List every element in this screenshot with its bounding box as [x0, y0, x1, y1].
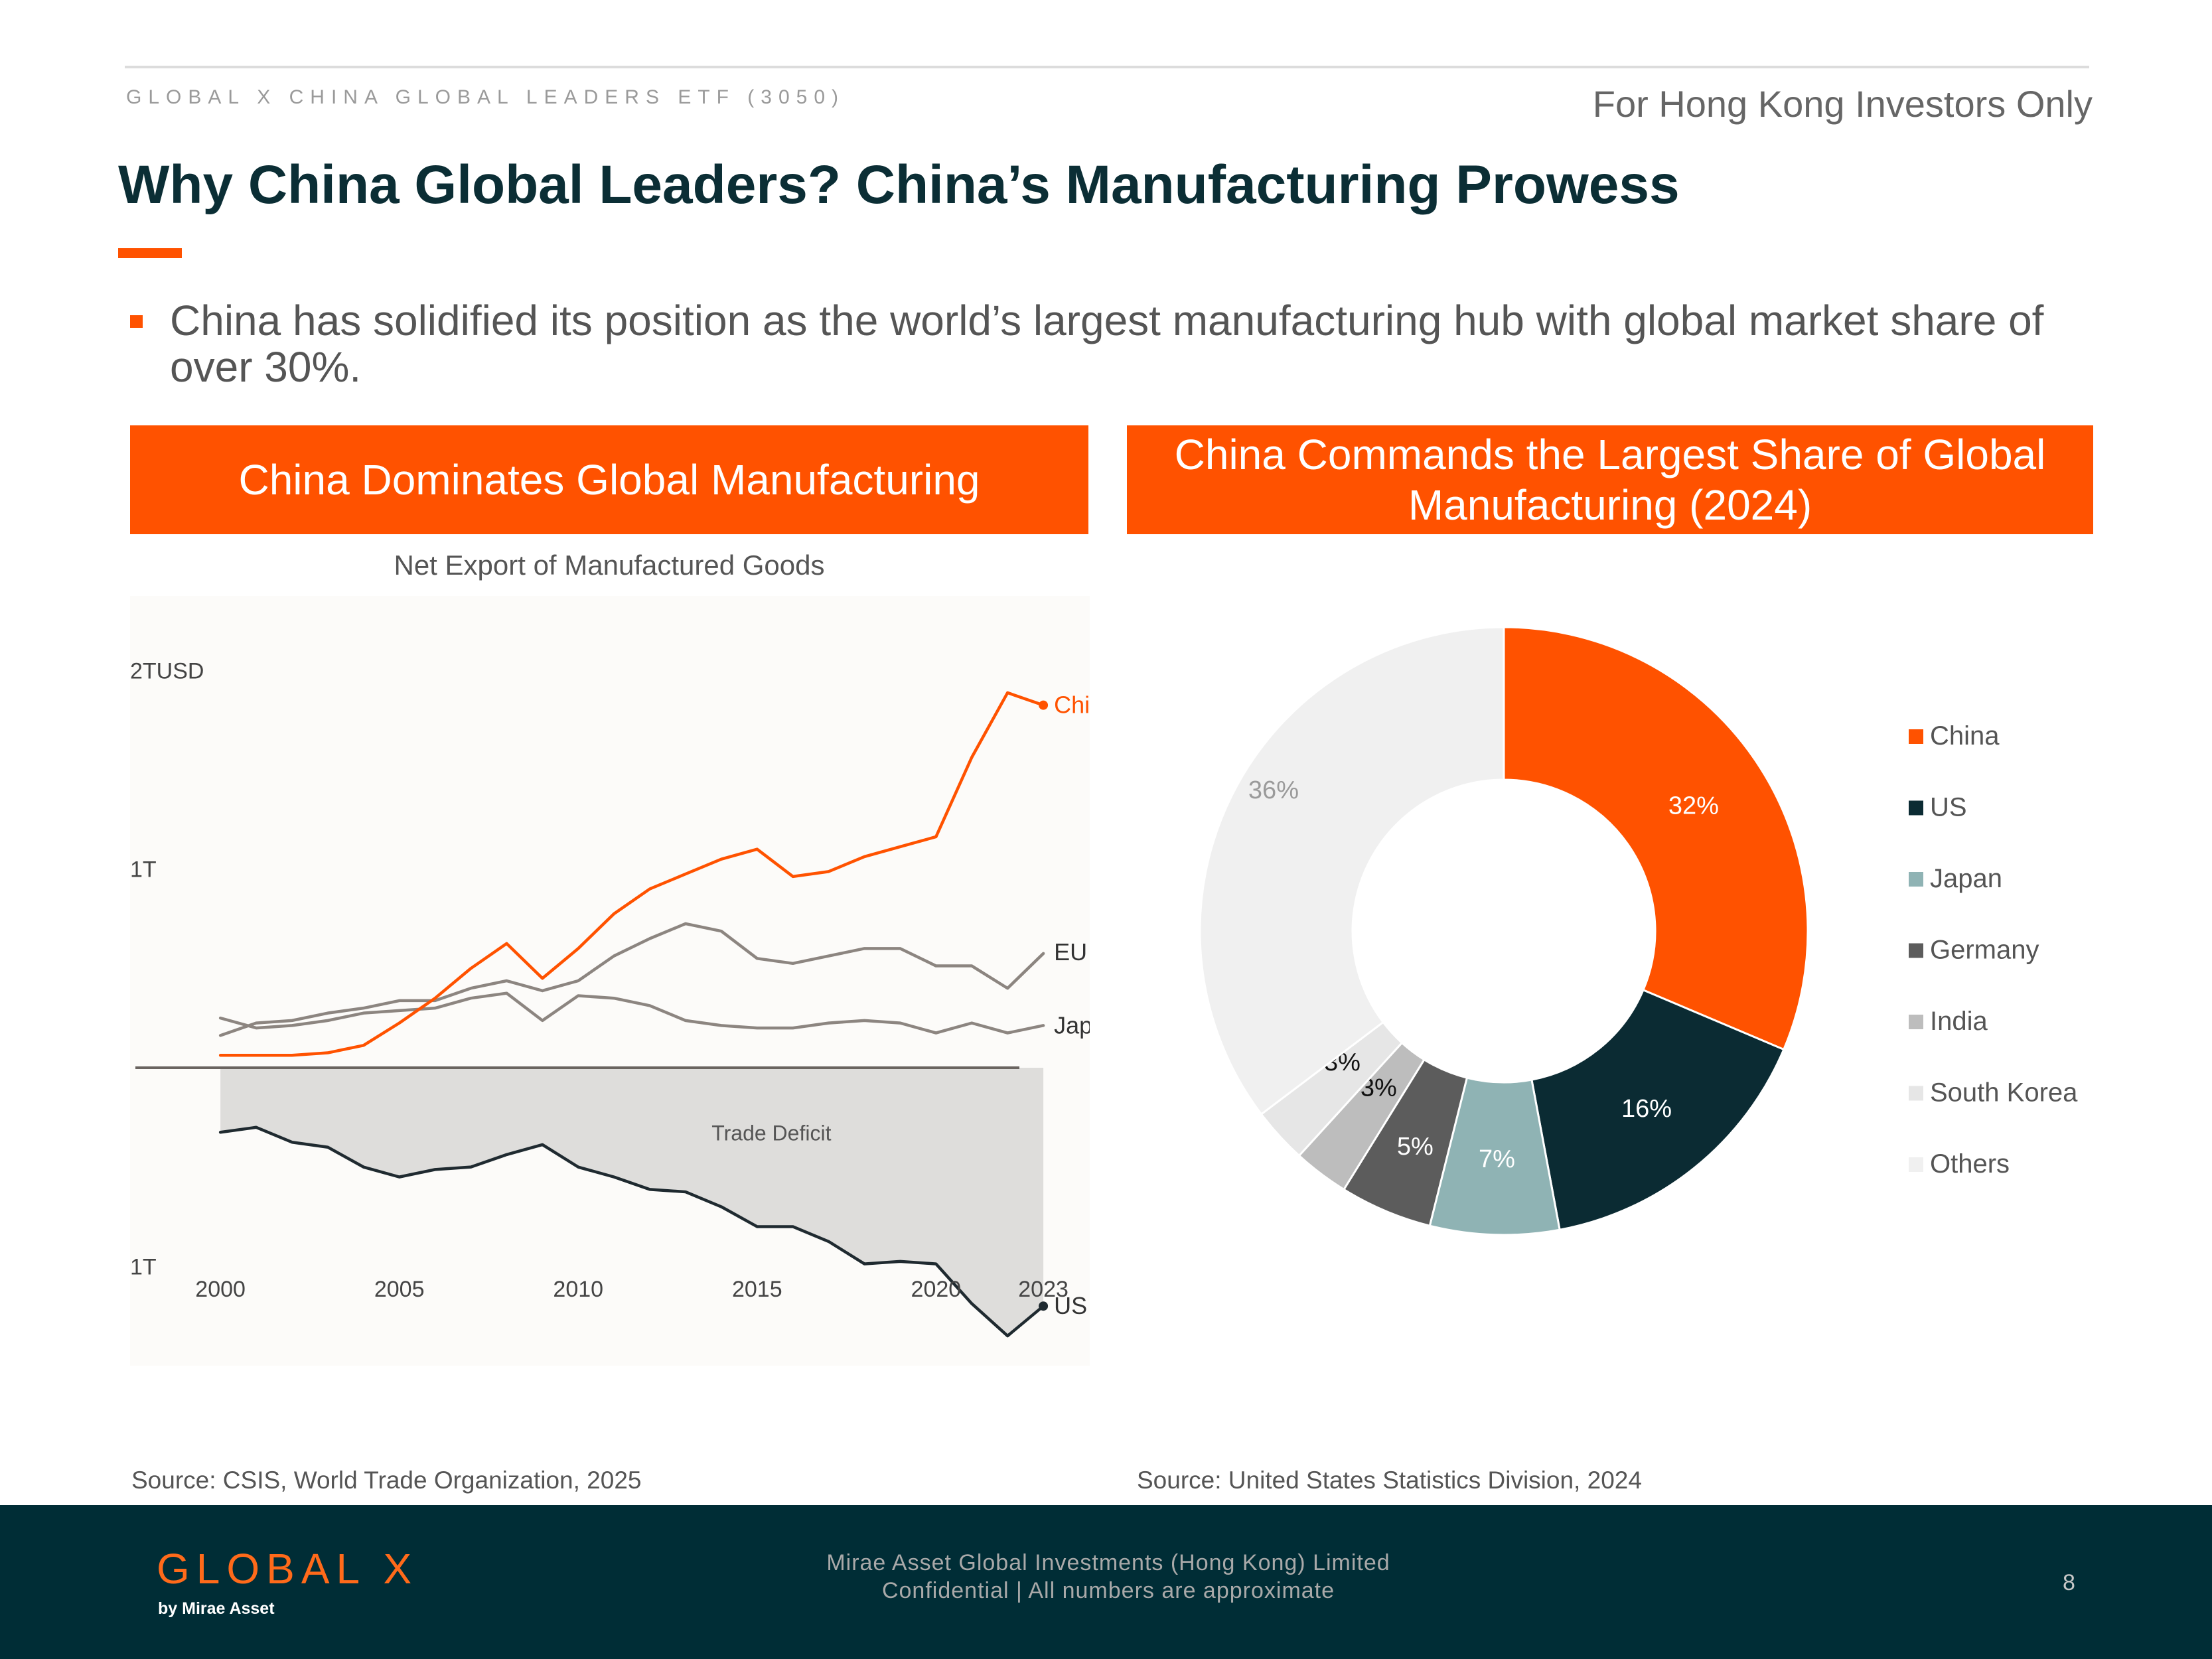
x-tick-label: 2015: [732, 1277, 782, 1302]
legend-label-others: Others: [1930, 1149, 2010, 1179]
legend-swatch-japan: [1909, 872, 1923, 887]
legend-swatch-germany: [1909, 943, 1923, 958]
donut-value-label-germany: 5%: [1397, 1133, 1434, 1161]
audience-notice: For Hong Kong Investors Only: [1592, 83, 2093, 125]
series-label-eu: EU: [1054, 938, 1087, 966]
donut-value-label-china: 32%: [1668, 792, 1719, 820]
bullet-text: China has solidified its position as the…: [170, 297, 2044, 391]
series-end-marker-china: [1039, 700, 1049, 710]
series-end-marker-us: [1039, 1301, 1049, 1311]
donut-value-label-japan: 7%: [1479, 1145, 1515, 1173]
series-line-eu: [218, 922, 1045, 1037]
legend-label-south-korea: South Korea: [1930, 1078, 2078, 1108]
legend-swatch-south-korea: [1909, 1086, 1923, 1101]
svg-text:GLOBAL X: GLOBAL X: [157, 1545, 418, 1593]
footer-company: Mirae Asset Global Investments (Hong Kon…: [826, 1550, 1390, 1575]
donut-slice-us: [1530, 988, 1785, 1231]
series-label-us: US: [1054, 1292, 1087, 1319]
series-line-japan: [218, 991, 1045, 1035]
annotation-trade-deficit: Trade Deficit: [711, 1121, 831, 1145]
net-export-line-chart: China EU Japan US Trade Deficit 2TUSD 1T 1T 2000…: [130, 596, 1090, 1366]
left-source-note: Source: CSIS, World Trade Organization, …: [131, 1467, 642, 1494]
series-line-china: [218, 691, 1045, 1057]
global-x-logo: GLOBAL X: [157, 1545, 418, 1593]
legend-label-us: US: [1930, 793, 1967, 822]
x-tick-label: 2000: [195, 1277, 246, 1302]
legend-swatch-us: [1909, 800, 1923, 816]
page-title: Why China Global Leaders? China’s Manufa…: [118, 155, 1680, 215]
legend-swatch-india: [1909, 1015, 1923, 1029]
logo-subtitle: by Mirae Asset: [158, 1599, 275, 1618]
y-tick-label: 1T: [130, 857, 157, 883]
bullet-square-icon: [130, 315, 143, 328]
donut-value-label-others: 36%: [1248, 776, 1299, 804]
right-panel-banner: China Commands the Largest Share of Glob…: [1127, 425, 2093, 534]
x-tick-label: 2020: [911, 1277, 962, 1302]
y-tick-label: 1T: [130, 1254, 157, 1279]
footer-bar: [0, 1505, 2212, 1659]
right-panel-banner-text: China Commands the Largest Share of Glob…: [1174, 431, 2046, 529]
left-panel-banner: China Dominates Global Manufacturing: [130, 425, 1088, 534]
footer-disclaimer: Confidential | All numbers are approxima…: [881, 1578, 1335, 1603]
x-tick-label: 2010: [553, 1277, 603, 1302]
left-panel-banner-text: China Dominates Global Manufacturing: [238, 456, 980, 504]
legend-label-china: China: [1930, 721, 2000, 751]
line-chart-subtitle: Net Export of Manufactured Goods: [394, 549, 825, 581]
title-accent-bar: [118, 248, 182, 258]
x-tick-label: 2023: [1018, 1277, 1069, 1302]
legend-swatch-china: [1909, 729, 1923, 744]
trade-deficit-area: [220, 1067, 1044, 1336]
top-rule: [125, 66, 2089, 68]
right-source-note: Source: United States Statistics Divisio…: [1137, 1467, 1642, 1494]
series-line-us: [218, 1125, 1045, 1338]
legend-label-india: India: [1930, 1007, 1988, 1036]
donut-slice-others: [1199, 626, 1505, 1116]
legend-label-japan: Japan: [1930, 864, 2002, 893]
legend-swatch-others: [1909, 1157, 1923, 1172]
y-tick-label: 2TUSD: [130, 658, 204, 684]
x-tick-label: 2005: [374, 1277, 425, 1302]
donut-slice-china: [1503, 626, 1809, 1051]
series-label-japan: Japan: [1054, 1011, 1090, 1039]
donut-value-label-us: 16%: [1621, 1095, 1672, 1123]
legend-label-germany: Germany: [1930, 936, 2039, 965]
fund-name: GLOBAL X CHINA GLOBAL LEADERS ETF (3050): [126, 86, 846, 108]
manufacturing-share-donut-chart: 32%16%7%5%3%3%36%ChinaUSJapanGermanyIndi…: [1199, 626, 2078, 1236]
series-label-china: China: [1054, 691, 1090, 719]
page-number: 8: [2063, 1570, 2075, 1595]
